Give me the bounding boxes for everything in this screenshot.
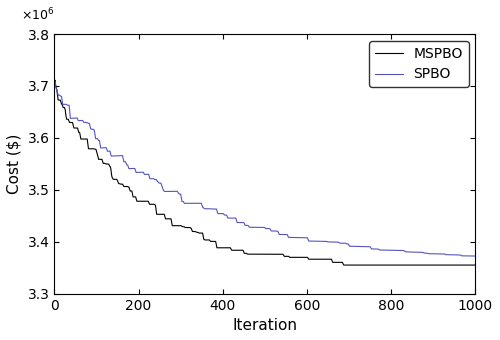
Text: $\times 10^6$: $\times 10^6$ xyxy=(20,7,54,24)
MSPBO xyxy=(472,263,478,267)
SPBO xyxy=(472,254,478,258)
MSPBO xyxy=(380,263,386,267)
Legend: MSPBO, SPBO: MSPBO, SPBO xyxy=(369,41,468,87)
Line: SPBO: SPBO xyxy=(55,81,476,256)
MSPBO xyxy=(340,263,346,267)
SPBO xyxy=(380,248,386,252)
MSPBO xyxy=(52,79,58,83)
MSPBO xyxy=(388,263,394,267)
Line: MSPBO: MSPBO xyxy=(55,80,476,265)
SPBO xyxy=(340,241,346,245)
SPBO xyxy=(237,221,243,225)
MSPBO xyxy=(342,263,347,267)
Y-axis label: Cost ($): Cost ($) xyxy=(7,134,22,194)
SPBO xyxy=(388,248,394,252)
SPBO xyxy=(94,137,100,141)
SPBO xyxy=(52,79,58,83)
MSPBO xyxy=(238,248,244,252)
X-axis label: Iteration: Iteration xyxy=(232,318,298,333)
MSPBO xyxy=(95,155,101,159)
MSPBO xyxy=(52,78,58,82)
SPBO xyxy=(222,213,228,217)
MSPBO xyxy=(222,246,228,250)
